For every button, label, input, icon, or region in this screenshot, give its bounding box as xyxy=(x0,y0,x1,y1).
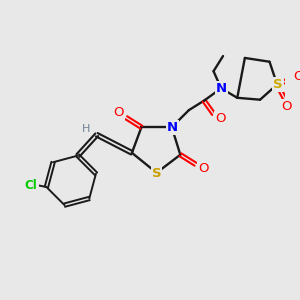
Text: S: S xyxy=(152,167,161,180)
Text: H: H xyxy=(82,124,91,134)
Text: O: O xyxy=(293,70,300,83)
Text: S: S xyxy=(273,78,283,91)
Text: Cl: Cl xyxy=(25,178,38,192)
Text: O: O xyxy=(215,112,225,125)
Text: O: O xyxy=(198,163,208,176)
Text: N: N xyxy=(216,82,227,95)
Text: N: N xyxy=(167,121,178,134)
Text: O: O xyxy=(281,100,292,113)
Text: O: O xyxy=(113,106,124,119)
